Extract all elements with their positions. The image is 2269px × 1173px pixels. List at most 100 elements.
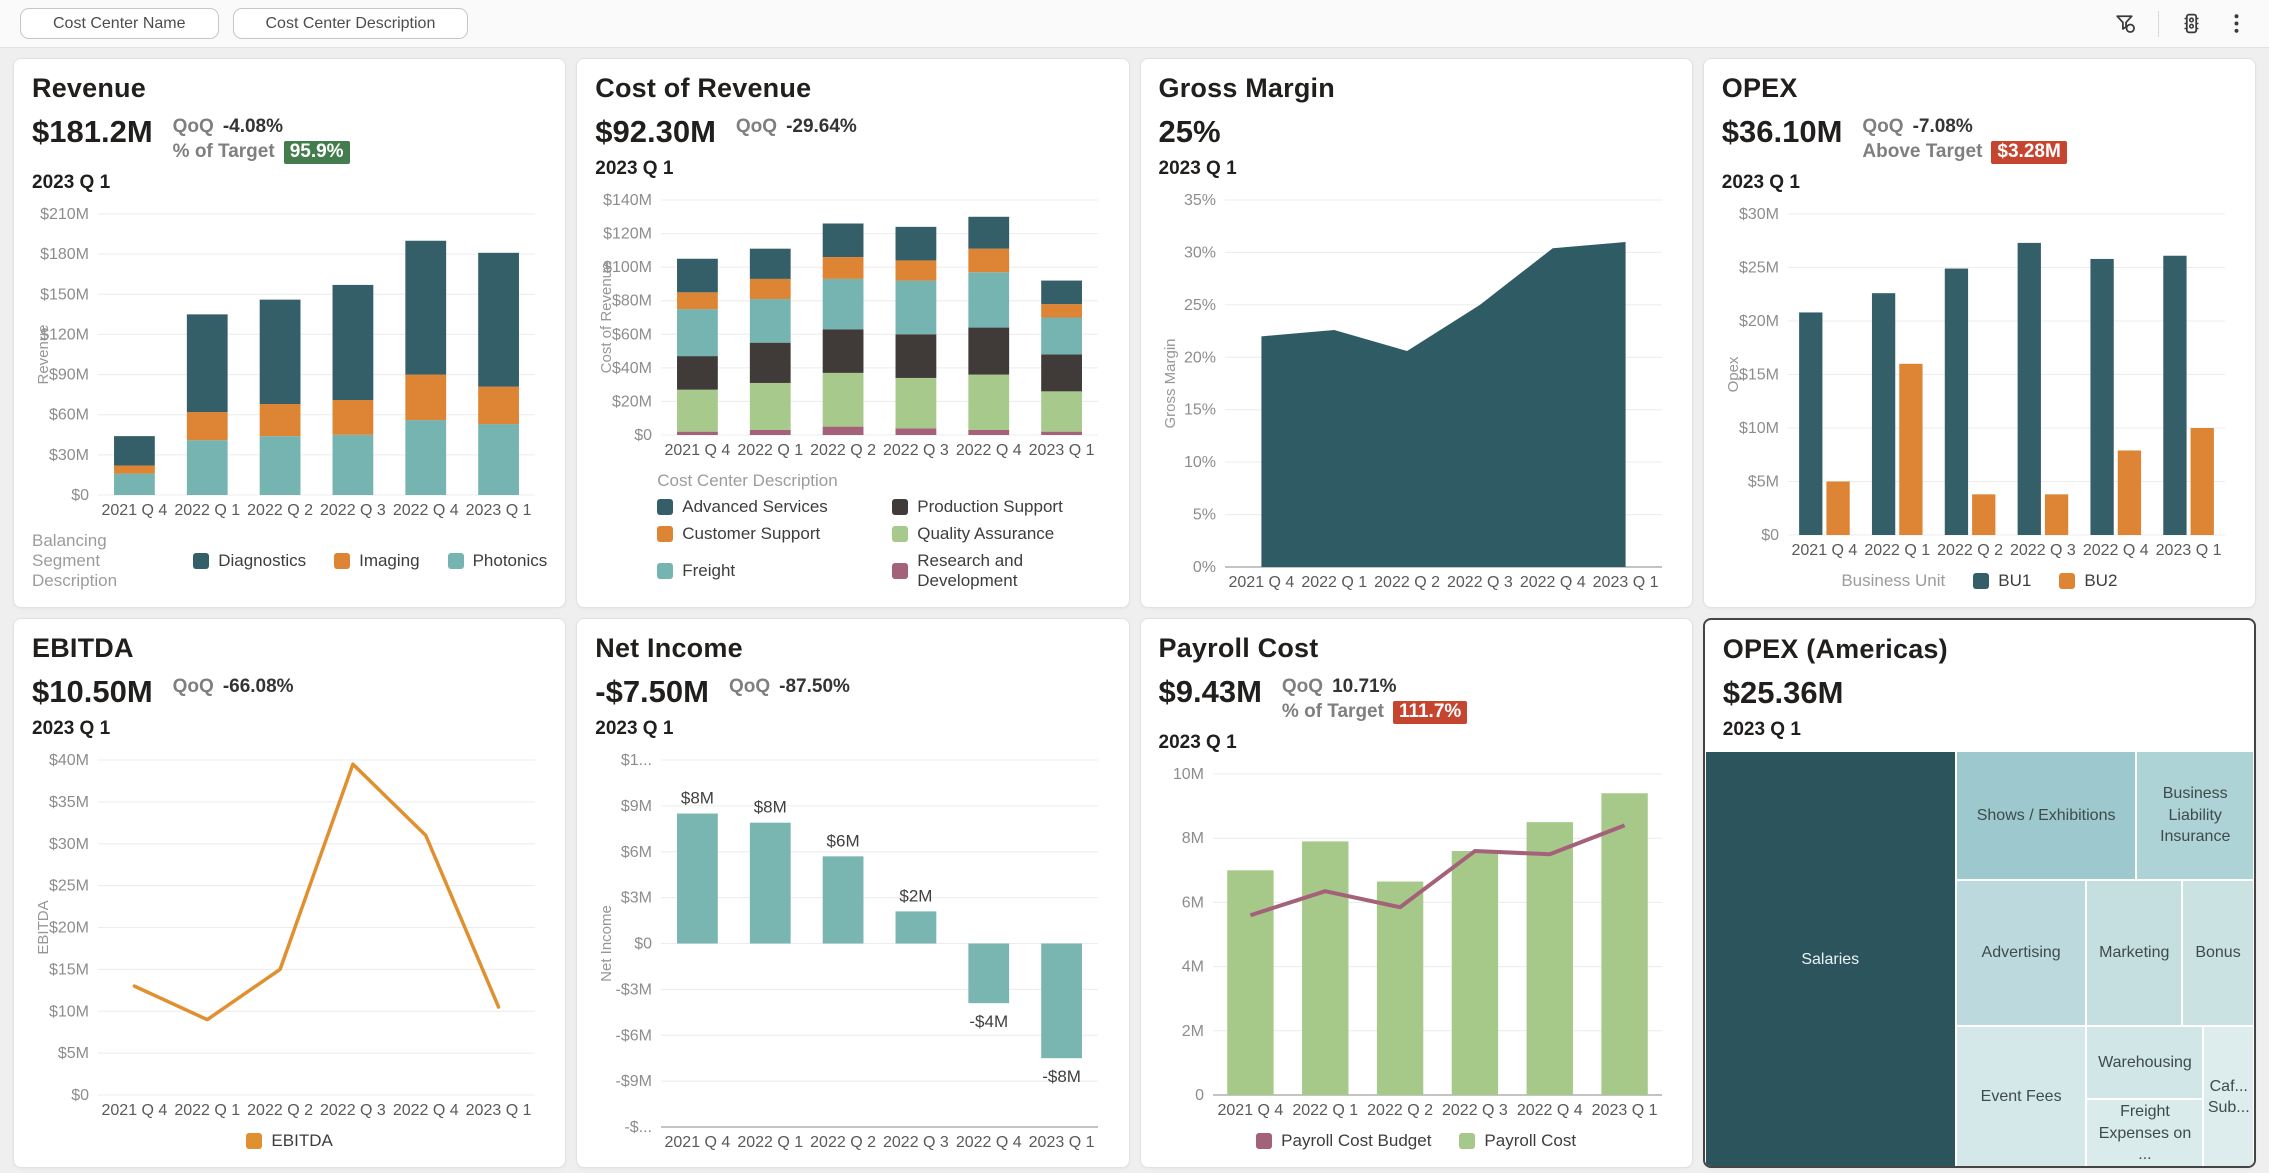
treemap-tile-shows-exhibitions[interactable]: Shows / Exhibitions	[1955, 751, 2137, 881]
treemap-tile-business-liability-insurance[interactable]: Business Liability Insurance	[2136, 751, 2254, 881]
svg-text:25%: 25%	[1183, 297, 1215, 314]
kpi-indicator: QoQ -87.50%	[729, 676, 850, 698]
kpi-period: 2023 Q 1	[595, 718, 674, 739]
svg-text:2023 Q 1: 2023 Q 1	[466, 1102, 532, 1119]
treemap-tile-event-fees[interactable]: Event Fees	[1955, 1026, 2087, 1166]
kpi-value: $92.30M	[595, 114, 716, 149]
payroll-cost-combo-chart[interactable]: 0 2M 4M 6M 8M 10M 2021 Q 4 2022 Q 1 2022 Q 2 2022…	[1159, 760, 1674, 1123]
net-income-bar-chart[interactable]: -$... -$9M -$6M -$3M $0 $3M $6M $9M $1... 2021 Q …	[595, 746, 1110, 1155]
svg-text:$10M: $10M	[49, 1003, 89, 1020]
treemap-tile-advertising[interactable]: Advertising	[1955, 880, 2087, 1027]
svg-text:30%: 30%	[1183, 244, 1215, 261]
card-title: EBITDA	[32, 633, 134, 663]
filter-pill-cost-center-description[interactable]: Cost Center Description	[232, 8, 469, 39]
svg-text:2022 Q 4: 2022 Q 4	[393, 1102, 459, 1119]
svg-text:35%: 35%	[1183, 192, 1215, 209]
svg-text:0: 0	[1195, 1087, 1204, 1104]
legend-item[interactable]: Photonics	[447, 551, 547, 571]
kpi-period: 2023 Q 1	[1158, 158, 1237, 179]
legend-swatch	[447, 553, 464, 569]
kpi-row: $92.30M QoQ -29.64%	[595, 116, 1110, 150]
svg-text:2022 Q 3: 2022 Q 3	[883, 1134, 949, 1151]
legend-label: Production Support	[917, 497, 1063, 516]
kpi-value: $10.50M	[32, 674, 153, 709]
kpi-indicator-label: Above Target	[1862, 140, 1983, 162]
svg-text:$6M: $6M	[621, 844, 652, 861]
svg-text:10M: 10M	[1172, 766, 1203, 783]
treemap-tile-bonus[interactable]: Bonus	[2182, 880, 2254, 1027]
kpi-indicator-value: -7.08%	[1912, 116, 1973, 137]
svg-text:4M: 4M	[1181, 958, 1203, 975]
legend-item[interactable]: Freight	[657, 551, 892, 591]
svg-text:2022 Q 2: 2022 Q 2	[1374, 574, 1440, 591]
legend-swatch	[657, 499, 674, 515]
svg-text:2021 Q 4: 2021 Q 4	[1217, 1102, 1283, 1119]
legend-item[interactable]: Quality Assurance	[892, 524, 1110, 544]
legend-label: BU2	[2084, 571, 2118, 590]
svg-text:$10M: $10M	[1739, 420, 1779, 437]
ebitda-line-chart[interactable]: $0 $5M $10M $15M $20M $25M $30M $35M $40M 2021 Q …	[32, 746, 547, 1123]
svg-text:2021 Q 4: 2021 Q 4	[102, 1102, 168, 1119]
revenue-stacked-bar-chart[interactable]: $0 $30M $60M $90M $120M $150M $180M $210M 2021 Q…	[32, 200, 547, 523]
kpi-indicator: QoQ -7.08%	[1862, 116, 2066, 138]
kpi-badge: 111.7%	[1392, 700, 1468, 724]
legend-item[interactable]: Payroll Cost	[1459, 1131, 1576, 1151]
treemap-tile-freight-expenses-on[interactable]: Freight Expenses on ...	[2086, 1099, 2204, 1166]
treemap-tile-salaries[interactable]: Salaries	[1704, 751, 1956, 1166]
svg-text:2022 Q 2: 2022 Q 2	[810, 1134, 876, 1151]
legend-item[interactable]: Payroll Cost Budget	[1256, 1131, 1431, 1151]
kpi-indicator-label: % of Target	[172, 140, 275, 162]
card-title: Cost of Revenue	[595, 73, 812, 103]
legend-item[interactable]: Customer Support	[657, 524, 892, 544]
traffic-light-icon[interactable]	[2179, 11, 2204, 36]
legend-label: Payroll Cost Budget	[1281, 1131, 1432, 1150]
svg-text:2023 Q 1: 2023 Q 1	[1029, 442, 1095, 459]
card-ebitda: EBITDA $10.50M QoQ -66.08% 2023 Q 1 $0 $5M…	[13, 618, 567, 1168]
kpi-badge: 95.9%	[283, 140, 350, 164]
legend-item[interactable]: Imaging	[334, 551, 420, 571]
svg-text:$80M: $80M	[612, 293, 652, 310]
svg-text:$8M: $8M	[681, 789, 714, 808]
kpi-row: -$7.50M QoQ -87.50%	[595, 676, 1110, 710]
svg-text:0%: 0%	[1192, 559, 1215, 576]
svg-text:$60M: $60M	[49, 406, 89, 423]
svg-text:2022 Q 2: 2022 Q 2	[1937, 542, 2003, 559]
chart-legend: Cost Center Description Advanced Services…	[595, 463, 1110, 595]
legend-item[interactable]: EBITDA	[246, 1131, 333, 1151]
opex-grouped-bar-chart[interactable]: $0 $5M $10M $15M $20M $25M $30M 2021 Q 4 2022 Q …	[1722, 200, 2237, 563]
legend-item[interactable]: Production Support	[892, 497, 1110, 517]
kpi-value: $25.36M	[1722, 675, 1844, 710]
legend-swatch	[246, 1133, 263, 1149]
kpi-indicator-value: -66.08%	[222, 676, 294, 697]
svg-text:Gross Margin: Gross Margin	[1162, 338, 1179, 428]
card-title: Net Income	[595, 633, 743, 663]
svg-text:$40M: $40M	[49, 752, 89, 769]
kpi-row: $9.43M QoQ 10.71% % of Target 111.7%	[1159, 676, 1674, 724]
card-revenue: Revenue $181.2M QoQ -4.08% % of Target 95.9…	[13, 58, 567, 608]
legend-item[interactable]: Research and Development	[892, 551, 1110, 591]
kpi-indicators: QoQ 10.71% % of Target 111.7%	[1281, 676, 1468, 724]
kpi-indicator-label: % of Target	[1281, 700, 1384, 722]
chart-legend: EBITDA	[32, 1123, 547, 1155]
gross-margin-area-chart[interactable]: 0% 5% 10% 15% 20% 25% 30% 35% 2021 Q 4 2022 Q 1 20…	[1159, 186, 1674, 595]
kpi-indicator-label: QoQ	[735, 116, 778, 137]
legend-item[interactable]: BU1	[1973, 571, 2031, 591]
svg-text:2022 Q 4: 2022 Q 4	[393, 502, 459, 519]
chart-legend: Payroll Cost Budget Payroll Cost	[1159, 1123, 1674, 1155]
kebab-menu-icon[interactable]	[2224, 11, 2249, 36]
legend-item[interactable]: Advanced Services	[657, 497, 892, 517]
legend-item[interactable]: BU2	[2059, 571, 2117, 591]
filter-icon[interactable]	[2113, 11, 2138, 36]
legend-item[interactable]: Diagnostics	[193, 551, 306, 571]
cost-of-revenue-stacked-bar-chart[interactable]: $0 $20M $40M $60M $80M $100M $120M $140M 2021 Q …	[595, 186, 1110, 463]
treemap-tile-marketing[interactable]: Marketing	[2086, 880, 2183, 1027]
legend-label: Imaging	[359, 551, 420, 570]
svg-text:5%: 5%	[1192, 507, 1215, 524]
treemap-tile-warehousing[interactable]: Warehousing	[2086, 1026, 2204, 1100]
svg-text:2022 Q 4: 2022 Q 4	[956, 442, 1022, 459]
treemap-tile-caf-sub[interactable]: Caf... Sub...	[2203, 1026, 2254, 1166]
svg-text:2021 Q 4: 2021 Q 4	[665, 1134, 731, 1151]
filter-pill-cost-center-name[interactable]: Cost Center Name	[20, 8, 219, 39]
opex-americas-treemap[interactable]: Salaries Shows / Exhibitions Business Liab…	[1704, 751, 2254, 1166]
svg-text:Cost of Revenue: Cost of Revenue	[598, 262, 615, 374]
